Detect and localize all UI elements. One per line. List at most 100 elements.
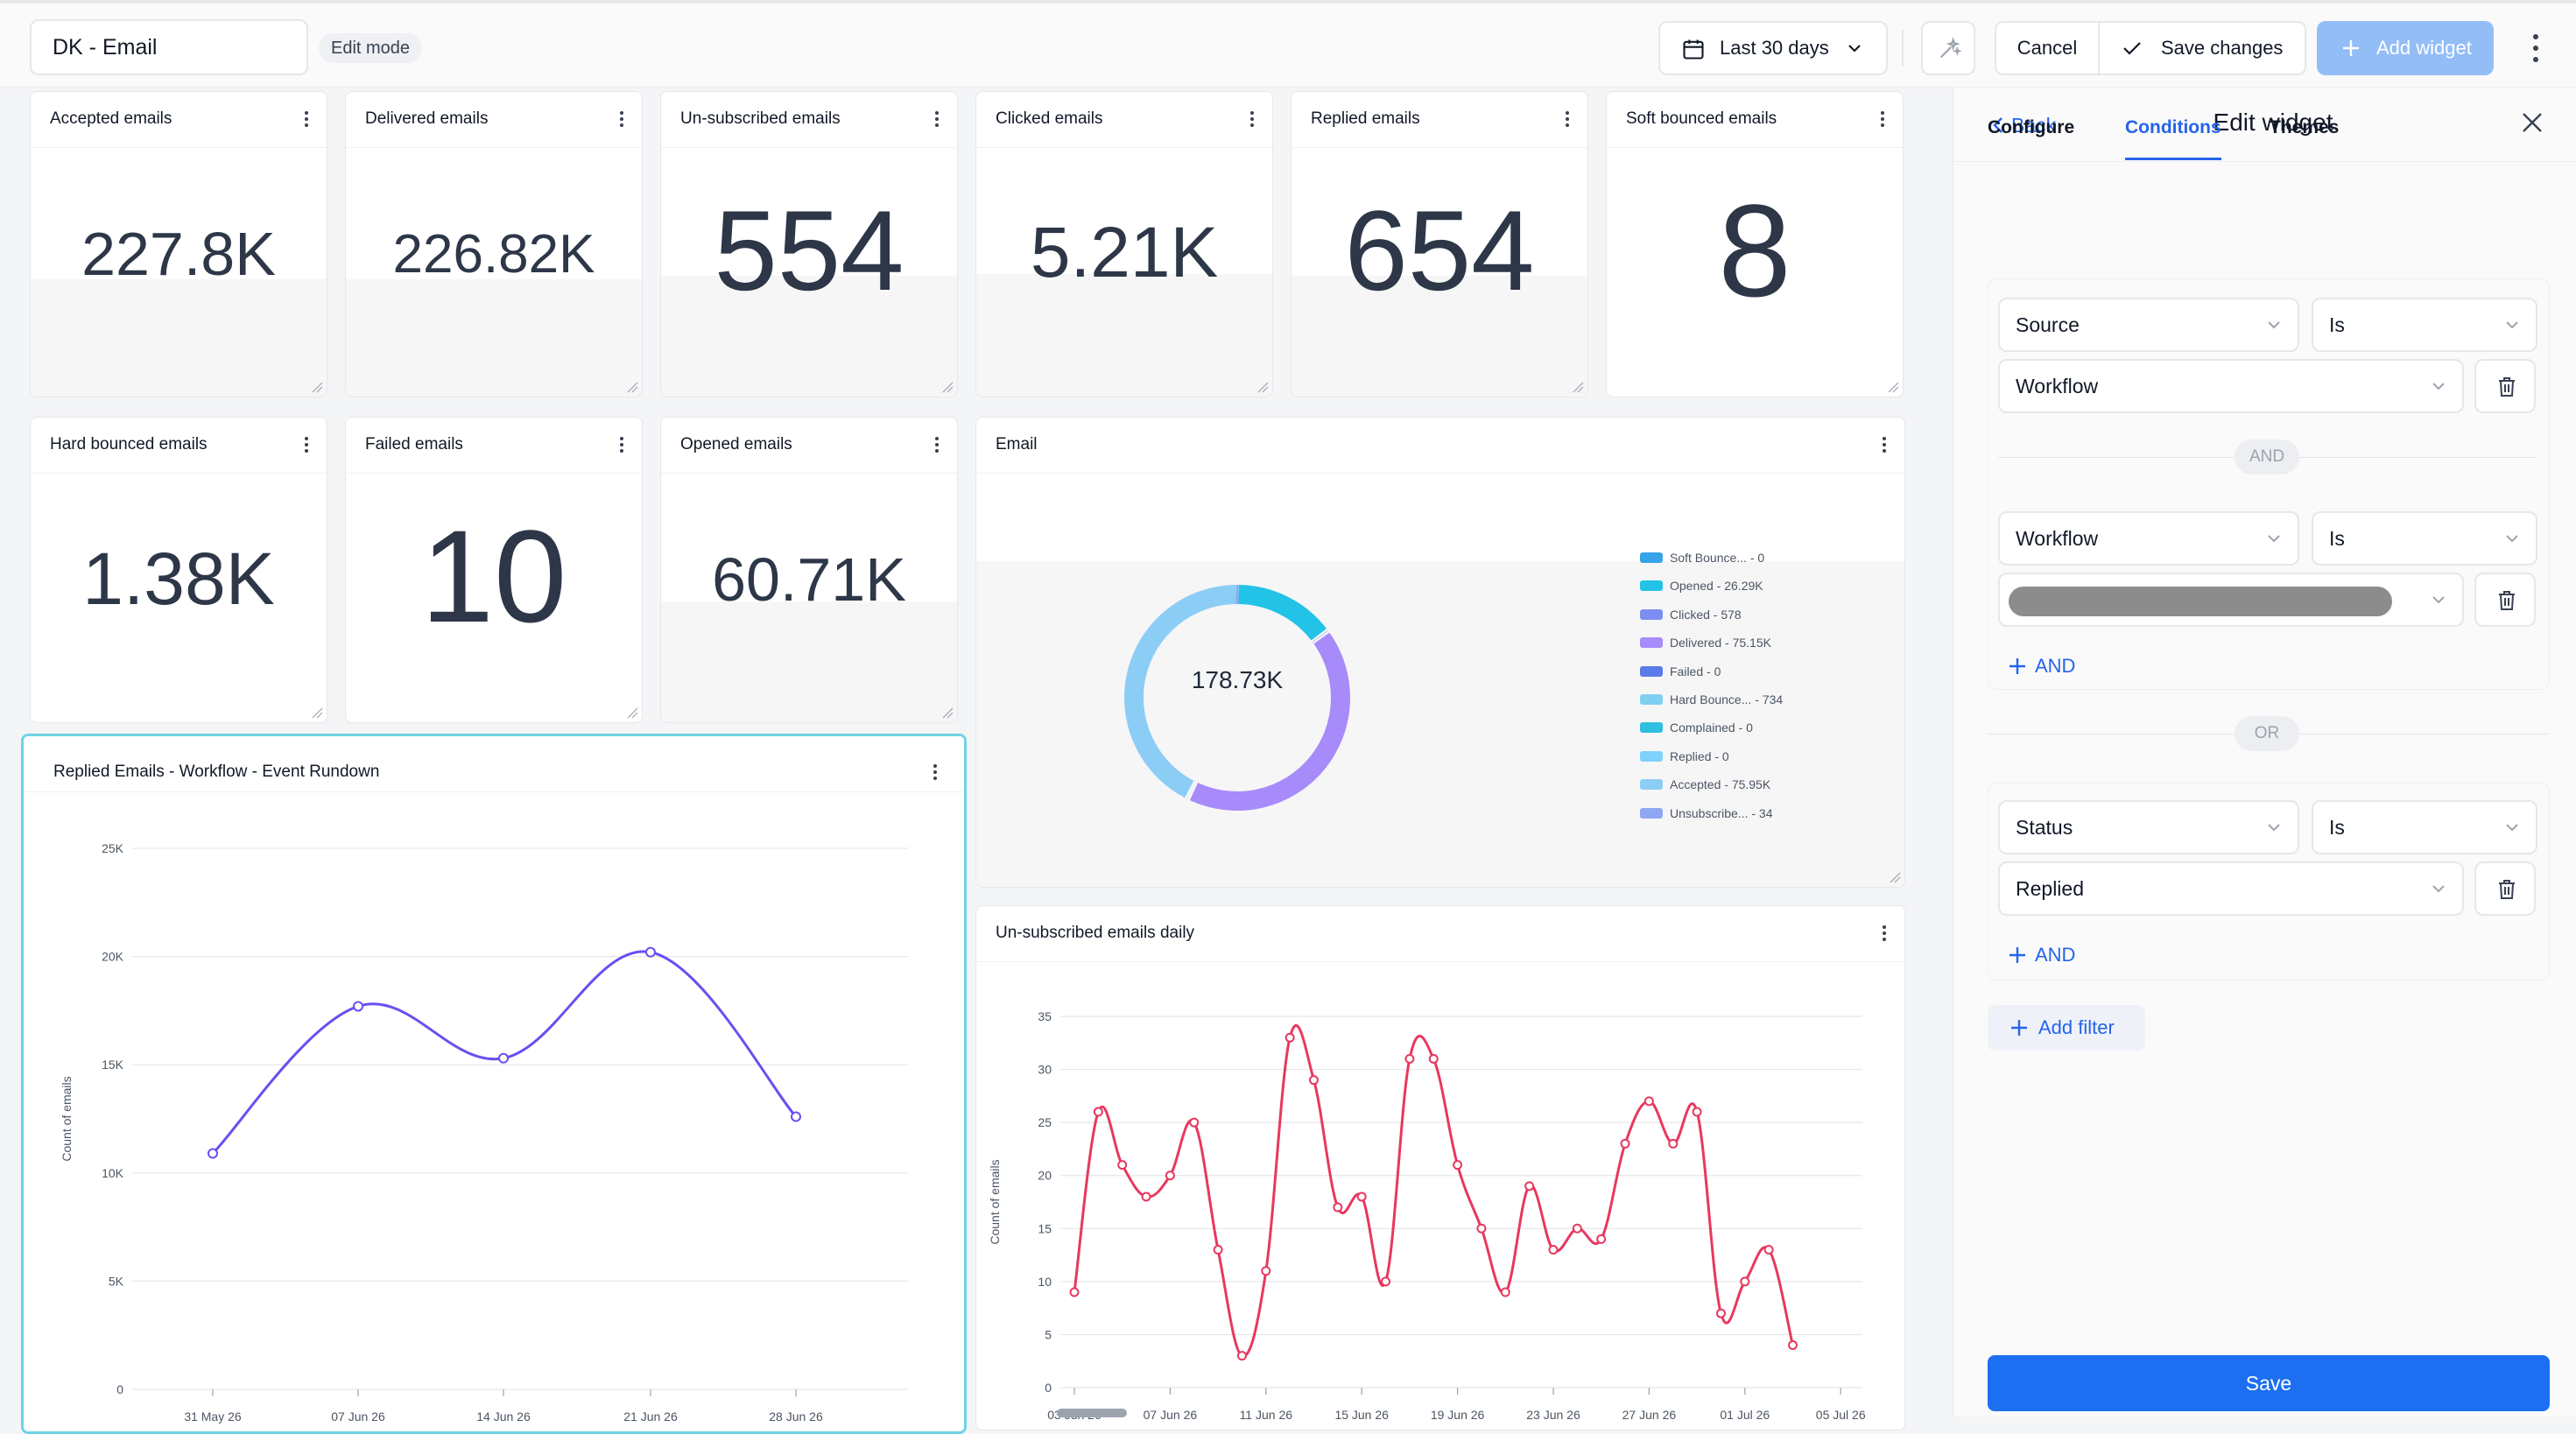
kpi-widget[interactable]: Soft bounced emails 8 — [1606, 91, 1904, 397]
add-and-condition-link[interactable]: AND — [2009, 655, 2075, 678]
field-select[interactable]: Source — [1998, 298, 2299, 352]
kpi-widget[interactable]: Failed emails 10 — [345, 417, 643, 723]
value-select[interactable]: Replied — [1998, 861, 2464, 916]
value-select[interactable] — [1998, 573, 2464, 627]
operator-select[interactable]: Is — [2312, 298, 2537, 352]
y-tick-label: 15K — [102, 1058, 124, 1072]
legend-item[interactable]: Accepted - 75.95K — [1640, 777, 1770, 791]
resize-handle-icon[interactable] — [1889, 871, 1901, 883]
resize-handle-icon[interactable] — [1887, 381, 1899, 393]
kpi-widget[interactable]: Opened emails 60.71K — [660, 417, 958, 723]
widget-menu-icon[interactable] — [1880, 435, 1889, 454]
legend-item[interactable]: Hard Bounce... - 734 — [1640, 692, 1783, 706]
save-changes-label: Save changes — [2161, 23, 2283, 74]
save-changes-button[interactable]: Save changes — [2100, 23, 2305, 74]
legend-item[interactable]: Replied - 0 — [1640, 749, 1729, 763]
field-select[interactable]: Workflow — [1998, 511, 2299, 566]
resize-handle-icon[interactable] — [941, 706, 954, 719]
field-select[interactable]: Status — [1998, 800, 2299, 854]
widget-menu-icon[interactable] — [617, 109, 626, 129]
add-widget-label: Add widget — [2376, 21, 2472, 75]
add-and-label: AND — [2035, 944, 2075, 966]
data-point — [1166, 1171, 1174, 1179]
resize-handle-icon[interactable] — [1572, 381, 1584, 393]
resize-handle-icon[interactable] — [941, 381, 954, 393]
legend-item[interactable]: Opened - 26.29K — [1640, 579, 1763, 593]
add-widget-button[interactable]: Add widget — [2317, 21, 2494, 75]
legend-swatch — [1640, 779, 1663, 790]
tab-conditions[interactable]: Conditions — [2125, 117, 2221, 138]
operator-select-value: Is — [2329, 313, 2345, 336]
data-point — [1071, 1288, 1079, 1296]
kpi-widget[interactable]: Clicked emails 5.21K — [975, 91, 1273, 397]
widget-header: Opened emails — [661, 418, 957, 474]
resize-handle-icon[interactable] — [1256, 381, 1269, 393]
kpi-value: 226.82K — [346, 223, 642, 285]
chevron-down-icon — [2504, 821, 2520, 833]
data-point — [1597, 1235, 1605, 1243]
widget-menu-icon[interactable] — [1248, 109, 1256, 129]
kpi-widget[interactable]: Un-subscribed emails 554 — [660, 91, 958, 397]
add-and-condition-link[interactable]: AND — [2009, 944, 2075, 967]
tab-themes[interactable]: Themes — [2270, 117, 2339, 138]
operator-select[interactable]: Is — [2312, 800, 2537, 854]
widget-title: Un-subscribed emails daily — [996, 924, 1194, 943]
donut-slice — [1194, 638, 1341, 801]
more-options-icon[interactable] — [2525, 30, 2546, 67]
replied-emails-line-widget[interactable]: Replied Emails - Workflow - Event Rundow… — [21, 734, 967, 1434]
legend-item[interactable]: Soft Bounce... - 0 — [1640, 551, 1764, 565]
legend-item[interactable]: Delivered - 75.15K — [1640, 636, 1771, 650]
cancel-button[interactable]: Cancel — [1996, 23, 2100, 74]
kpi-value: 1.38K — [31, 537, 327, 622]
y-tick-label: 20K — [102, 950, 124, 964]
add-filter-button[interactable]: Add filter — [1988, 1005, 2145, 1051]
legend-item[interactable]: Unsubscribe... - 34 — [1640, 806, 1773, 820]
donut-chart — [1106, 566, 1369, 829]
legend-item[interactable]: Clicked - 578 — [1640, 608, 1742, 622]
kpi-widget[interactable]: Replied emails 654 — [1291, 91, 1588, 397]
and-joiner-pill: AND — [2235, 439, 2299, 474]
date-range-button[interactable]: Last 30 days — [1658, 21, 1888, 75]
widget-menu-icon[interactable] — [302, 109, 311, 129]
widget-menu-icon[interactable] — [1878, 109, 1887, 129]
resize-handle-icon[interactable] — [311, 381, 323, 393]
widget-menu-icon[interactable] — [617, 435, 626, 454]
data-point — [1741, 1277, 1749, 1285]
legend-item[interactable]: Complained - 0 — [1640, 721, 1753, 735]
kpi-widget[interactable]: Delivered emails 226.82K — [345, 91, 643, 397]
dashboard-name-input[interactable]: DK - Email — [30, 19, 308, 75]
widget-title: Accepted emails — [50, 109, 172, 129]
delete-condition-button[interactable] — [2474, 359, 2536, 413]
top-bar: DK - Email Edit mode Last 30 days Cancel… — [0, 0, 2576, 88]
resize-handle-icon[interactable] — [311, 706, 323, 719]
widget-menu-icon[interactable] — [302, 435, 311, 454]
operator-select[interactable]: Is — [2312, 511, 2537, 566]
kpi-widget[interactable]: Hard bounced emails 1.38K — [30, 417, 327, 723]
field-select-value: Source — [2016, 313, 2080, 336]
kpi-widget[interactable]: Accepted emails 227.8K — [30, 91, 327, 397]
data-point — [646, 948, 655, 957]
close-icon[interactable] — [2520, 110, 2544, 135]
widget-menu-icon[interactable] — [1880, 924, 1889, 943]
data-point — [1789, 1341, 1797, 1349]
widget-menu-icon[interactable] — [1563, 109, 1572, 129]
resize-handle-icon[interactable] — [626, 381, 638, 393]
save-button[interactable]: Save — [1988, 1355, 2550, 1411]
edit-actions-group: Cancel Save changes — [1995, 21, 2306, 75]
legend-item[interactable]: Failed - 0 — [1640, 664, 1721, 678]
resize-handle-icon[interactable] — [626, 706, 638, 719]
widget-menu-icon[interactable] — [933, 109, 941, 129]
ai-assist-button[interactable] — [1921, 21, 1975, 75]
delete-condition-button[interactable] — [2474, 861, 2536, 916]
widget-menu-icon[interactable] — [931, 763, 940, 782]
delete-condition-button[interactable] — [2474, 573, 2536, 627]
widget-menu-icon[interactable] — [933, 435, 941, 454]
data-point — [1717, 1310, 1725, 1318]
y-tick-label: 10K — [102, 1166, 124, 1180]
legend-label: Complained - 0 — [1670, 721, 1753, 735]
value-select[interactable]: Workflow — [1998, 359, 2464, 413]
widget-backdrop — [31, 279, 327, 397]
tab-configure[interactable]: Configure — [1988, 117, 2074, 138]
